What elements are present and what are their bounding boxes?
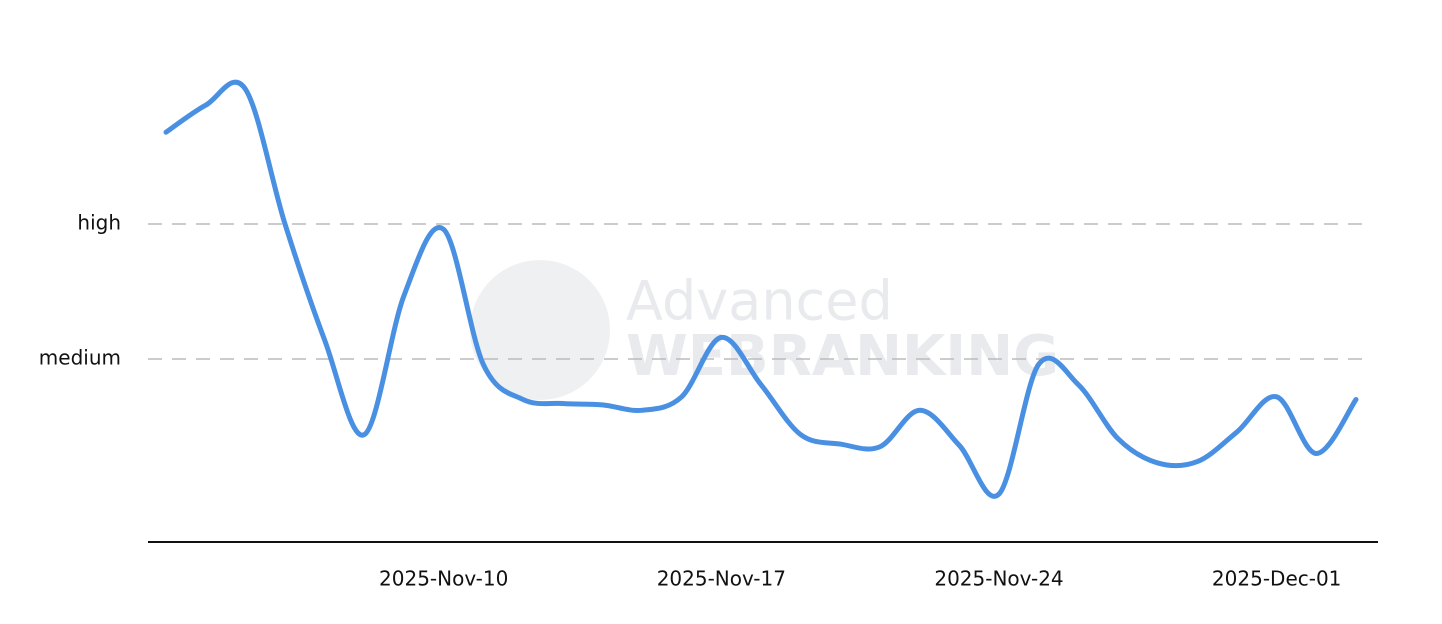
watermark-globe <box>470 260 610 400</box>
watermark: Advanced WEBRANKING <box>470 260 1059 400</box>
x-tick-label: 2025-Nov-17 <box>657 567 786 591</box>
x-tick-label: 2025-Dec-01 <box>1212 567 1341 591</box>
x-tick-label: 2025-Nov-10 <box>379 567 508 591</box>
y-tick-label: high <box>77 211 121 235</box>
line <box>163 79 1359 499</box>
x-tick-label: 2025-Nov-24 <box>934 567 1063 591</box>
watermark-text: Advanced <box>626 270 893 333</box>
watermark-text: WEBRANKING <box>626 324 1059 389</box>
y-tick-label: medium <box>39 346 121 370</box>
